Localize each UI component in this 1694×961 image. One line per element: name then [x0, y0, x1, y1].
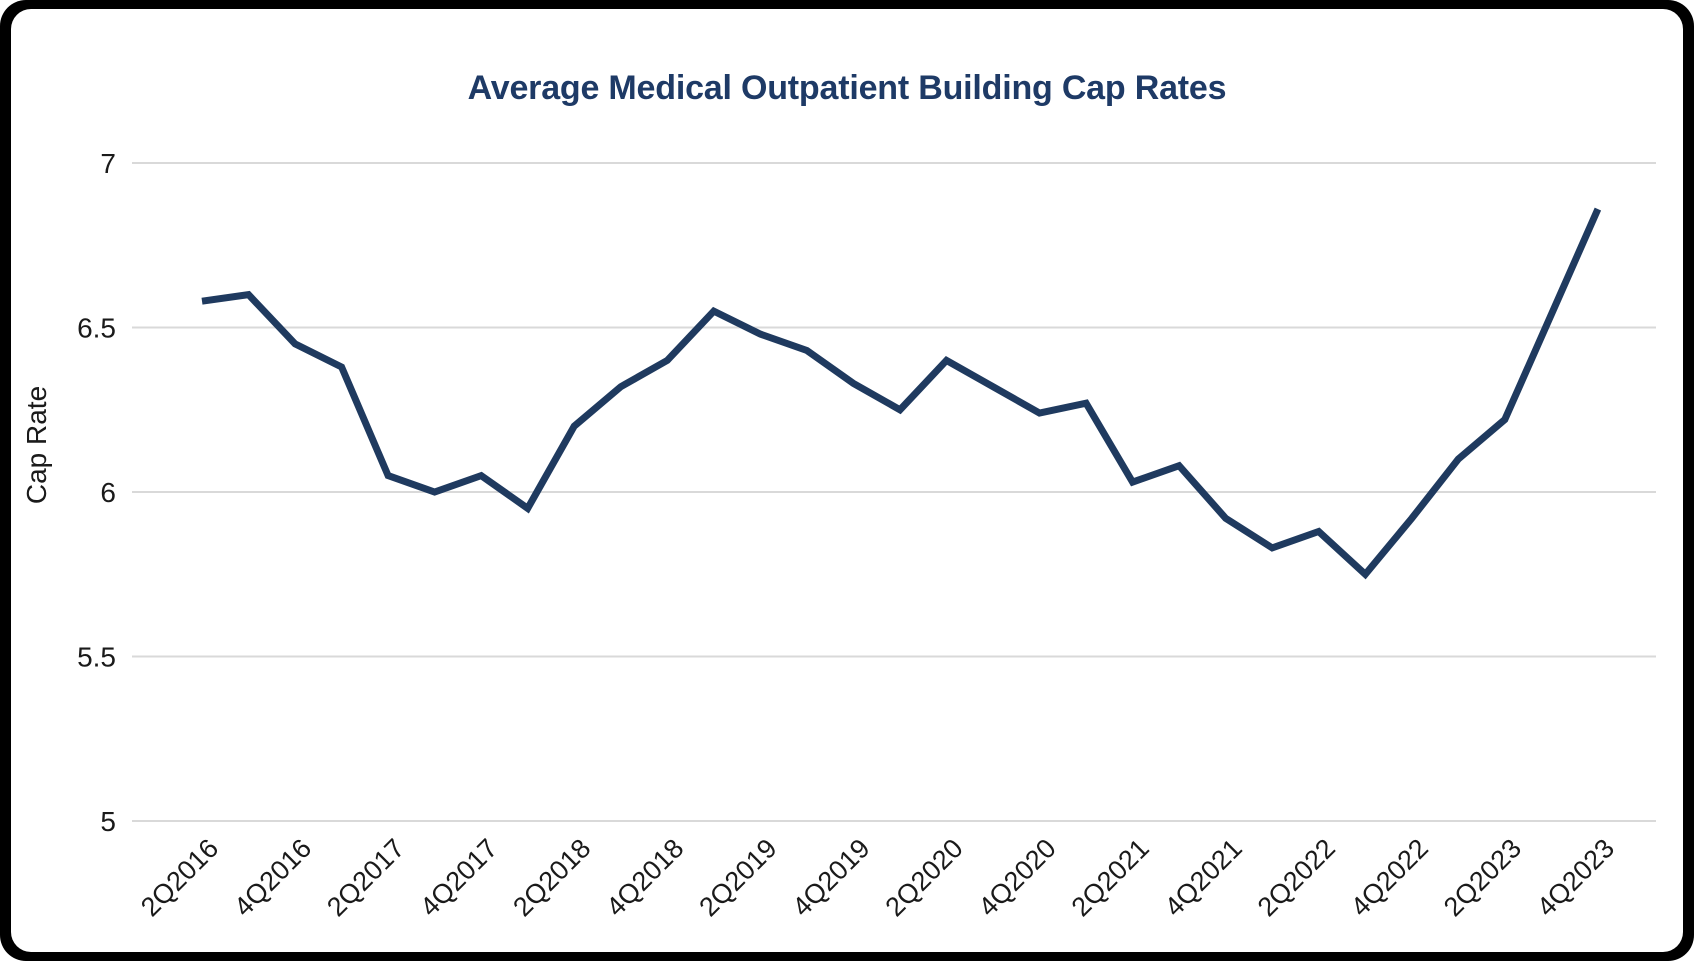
x-tick-label: 2Q2023: [1438, 833, 1527, 922]
x-tick-label: 4Q2018: [600, 833, 689, 922]
y-tick-label: 5.5: [77, 642, 116, 673]
x-tick-label: 4Q2019: [787, 833, 876, 922]
y-tick-label: 6: [100, 477, 116, 508]
x-tick-label: 4Q2022: [1345, 833, 1434, 922]
x-tick-label: 2Q2018: [507, 833, 596, 922]
y-tick-label: 6.5: [77, 313, 116, 344]
chart-canvas: Average Medical Outpatient Building Cap …: [11, 9, 1683, 952]
x-tick-label: 2Q2016: [135, 833, 224, 922]
x-tick-label: 2Q2022: [1252, 833, 1341, 922]
cap-rate-series-line: [201, 207, 1602, 580]
y-tick-label: 5: [100, 806, 116, 837]
x-tick-label: 4Q2023: [1531, 833, 1620, 922]
x-tick-label: 4Q2017: [414, 833, 503, 922]
y-tick-label: 7: [100, 148, 116, 179]
x-tick-label: 4Q2020: [973, 833, 1062, 922]
y-axis-label: Cap Rate: [21, 386, 52, 504]
x-tick-label: 2Q2021: [1066, 833, 1155, 922]
x-tick-label: 2Q2019: [693, 833, 782, 922]
x-tick-label: 2Q2020: [880, 833, 969, 922]
chart-title: Average Medical Outpatient Building Cap …: [467, 69, 1227, 107]
x-tick-label: 4Q2021: [1159, 833, 1248, 922]
x-tick-label: 2Q2017: [321, 833, 410, 922]
x-tick-label: 4Q2016: [228, 833, 317, 922]
